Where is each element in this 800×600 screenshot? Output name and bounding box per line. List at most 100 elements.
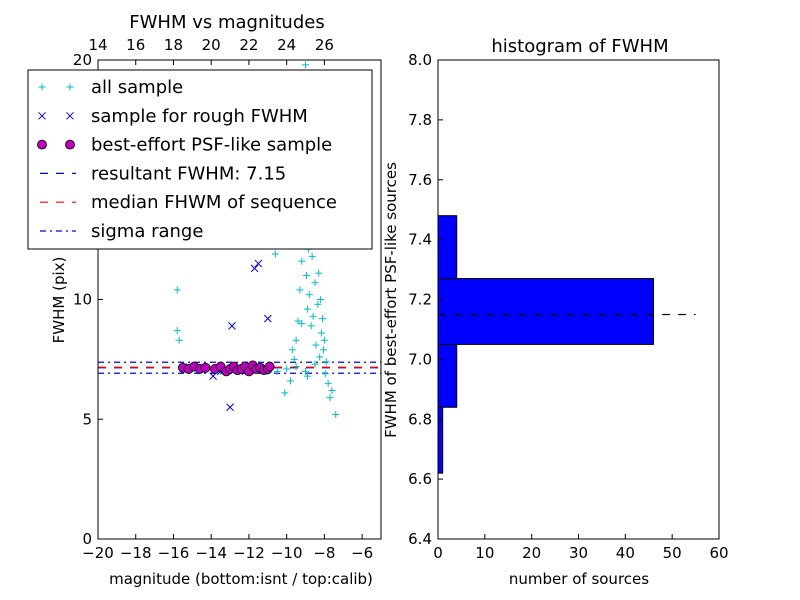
histogram-y-tick-label-3: 7.0: [408, 350, 432, 368]
scatter-point-1-4: [250, 264, 259, 273]
histogram-bar-1: [437, 343, 458, 408]
histogram-title: histogram of FWHM: [491, 36, 668, 57]
scatter-top-tick-label-5: 24: [277, 36, 296, 54]
scatter-top-tick-label-4: 22: [239, 36, 258, 54]
scatter-point-0-22: [296, 286, 304, 294]
scatter-legend-entry-2: best-effort PSF-like sample: [37, 135, 332, 156]
scatter-point-0-45: [320, 336, 328, 344]
scatter-x-tick-label-0: −20: [82, 544, 114, 562]
scatter-legend-marker-1-a: [38, 111, 46, 120]
scatter-legend-label-0: all sample: [91, 77, 183, 98]
scatter-point-0-44: [319, 346, 327, 354]
histogram-bar-2: [437, 278, 654, 345]
scatter-point-0-63: [303, 372, 311, 380]
scatter-title: FWHM vs magnitudes: [129, 12, 324, 33]
histogram-panel: histogram of FWHM 0 10 20 30 40 50 60 6.4 6.6 6.8…: [382, 36, 729, 588]
scatter-legend-entry-1: sample for rough FWHM: [38, 106, 308, 127]
scatter-point-0-40: [316, 353, 324, 361]
histogram-y-axis-label: FWHM of best-effort PSF-like sources: [382, 162, 400, 438]
scatter-top-tick-label-2: 18: [164, 36, 183, 54]
scatter-point-0-41: [317, 296, 325, 303]
scatter-point-0-39: [315, 269, 323, 277]
scatter-top-tick-label-3: 20: [202, 36, 221, 54]
scatter-point-0-56: [302, 61, 310, 69]
scatter-point-0-1: [173, 327, 181, 335]
scatter-y-tick-label-1: 5: [82, 410, 92, 428]
scatter-point-0-29: [305, 291, 313, 299]
scatter-point-0-64: [288, 346, 296, 354]
scatter-point-1-5: [254, 259, 263, 268]
scatter-point-1-1: [228, 321, 236, 330]
scatter-point-0-14: [283, 365, 291, 373]
scatter-point-0-27: [303, 305, 311, 313]
scatter-point-0-16: [302, 367, 310, 375]
scatter-point-2-4: [200, 362, 211, 373]
scatter-legend-marker-2-b: [65, 139, 75, 150]
scatter-point-0-33: [309, 312, 317, 320]
scatter-point-0-13: [273, 367, 281, 375]
scatter-legend-label-5: sigma range: [91, 221, 203, 242]
scatter-panel: FWHM vs magnitudes −20 −18 −16 −14 −12 −10 −8−…: [27, 12, 382, 588]
scatter-point-0-31: [307, 322, 315, 330]
scatter-legend-entry-0: all sample: [38, 77, 183, 98]
scatter-point-0-49: [326, 394, 334, 402]
scatter-top-tick-label-1: 16: [126, 36, 145, 54]
scatter-point-0-35: [311, 279, 319, 287]
scatter-y-axis-label: FWHM (pix): [50, 257, 68, 344]
scatter-point-0-38: [314, 300, 322, 308]
scatter-legend-marker-1-b: [66, 111, 74, 120]
scatter-legend-entry-3: resultant FWHM: 7.15: [40, 163, 286, 184]
histogram-y-tick-label-4: 7.2: [408, 291, 432, 309]
scatter-point-0-21: [294, 317, 302, 325]
scatter-point-1-6: [263, 314, 272, 323]
histogram-y-tick-label-2: 6.8: [408, 410, 432, 428]
scatter-legend-marker-0-b: [66, 83, 74, 91]
scatter-x-axis-label: magnitude (bottom:isnt / top:calib): [109, 570, 373, 588]
histogram-x-tick-label-6: 60: [709, 544, 728, 562]
histogram-x-axis-label: number of sources: [509, 570, 649, 588]
histogram-x-tick-label-2: 20: [522, 544, 541, 562]
histogram-y-tick-label-0: 6.4: [408, 530, 432, 548]
scatter-point-2-19: [264, 361, 275, 372]
scatter-legend: all sample sample for rough FWHM best-effo…: [27, 69, 373, 250]
scatter-legend-entry-5: sigma range: [40, 221, 203, 242]
scatter-x-tick-label-1: −18: [120, 544, 152, 562]
scatter-point-0-66: [271, 250, 279, 258]
scatter-point-0-46: [321, 370, 329, 378]
scatter-point-0-42: [318, 329, 326, 337]
scatter-point-0-61: [298, 319, 306, 327]
scatter-point-0-15: [292, 363, 300, 371]
histogram-x-tick-label-1: 10: [475, 544, 494, 562]
histogram-x-tick-label-0: 0: [433, 544, 443, 562]
scatter-x-tick-label-3: −14: [195, 544, 227, 562]
scatter-point-0-50: [328, 387, 336, 395]
scatter-point-0-0: [173, 286, 181, 294]
scatter-legend-label-3: resultant FWHM: 7.15: [91, 163, 286, 184]
scatter-x-tick-label-5: −10: [271, 544, 303, 562]
histogram-plot-area: [437, 215, 696, 474]
scatter-legend-entry-4: median FHWM of sequence: [40, 192, 337, 213]
scatter-legend-marker-2-a: [37, 139, 47, 150]
scatter-point-0-26: [302, 272, 310, 280]
histogram-y-tick-label-6: 7.6: [408, 171, 432, 189]
scatter-x-tick-label-6: −8: [313, 544, 335, 562]
histogram-y-tick-label-7: 7.8: [408, 111, 432, 129]
histogram-y-tick-label-1: 6.6: [408, 470, 432, 488]
histogram-y-tick-label-5: 7.4: [408, 231, 432, 249]
scatter-point-0-62: [311, 360, 319, 368]
scatter-x-tick-label-2: −16: [158, 544, 190, 562]
histogram-bar-3: [437, 215, 458, 280]
histogram-x-tick-label-5: 50: [663, 544, 682, 562]
scatter-point-1-0: [226, 403, 234, 412]
scatter-y-tick-label-4: 20: [73, 51, 92, 69]
scatter-point-0-18: [286, 377, 294, 385]
scatter-point-0-36: [312, 341, 320, 349]
scatter-point-0-48: [324, 379, 332, 387]
histogram-y-tick-label-8: 8.0: [408, 51, 432, 69]
scatter-legend-marker-0-a: [38, 83, 46, 91]
scatter-point-0-23: [298, 257, 306, 265]
scatter-point-0-47: [322, 358, 330, 366]
histogram-x-tick-label-4: 40: [616, 544, 635, 562]
scatter-point-0-20: [292, 336, 300, 344]
